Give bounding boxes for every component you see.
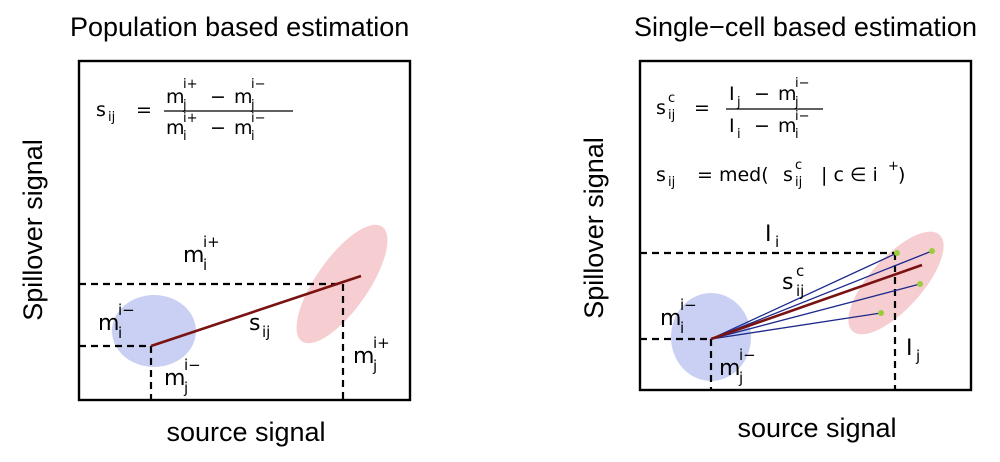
right-single-cell-points bbox=[878, 248, 935, 316]
svg-text:c: c bbox=[668, 91, 675, 106]
left-x-axis-label: source signal bbox=[166, 417, 325, 447]
right-label-m-i-neg: m i− i bbox=[660, 296, 697, 337]
svg-text:j: j bbox=[794, 95, 799, 110]
left-label-m-i-pos: m i+ i bbox=[183, 233, 220, 274]
right-negative-population bbox=[671, 293, 751, 381]
right-plot-frame bbox=[638, 59, 973, 392]
svg-text:ij: ij bbox=[796, 282, 804, 300]
svg-text:ij: ij bbox=[668, 108, 675, 123]
svg-text:+: + bbox=[888, 159, 899, 174]
svg-text:s: s bbox=[249, 311, 260, 336]
svg-text:| c ∈ i: | c ∈ i bbox=[821, 164, 878, 186]
svg-text:j: j bbox=[915, 347, 920, 365]
svg-text:=: = bbox=[136, 99, 152, 121]
svg-text:i−: i− bbox=[184, 356, 201, 374]
svg-text:i−: i− bbox=[795, 109, 810, 124]
left-panel-title: Population based estimation bbox=[70, 12, 409, 42]
svg-text:m: m bbox=[234, 117, 253, 139]
right-label-s-c: s c ij bbox=[782, 262, 804, 300]
svg-text:i: i bbox=[680, 319, 684, 337]
svg-text:i−: i− bbox=[739, 346, 756, 364]
svg-text:s: s bbox=[783, 164, 793, 186]
svg-text:= med(: = med( bbox=[697, 164, 769, 186]
svg-text:i−: i− bbox=[251, 77, 266, 92]
right-y-axis-label: Spillover signal bbox=[579, 137, 609, 319]
svg-text:ij: ij bbox=[795, 175, 802, 190]
svg-text:m: m bbox=[166, 117, 185, 139]
right-x-axis-label: source signal bbox=[737, 413, 896, 443]
svg-text:m: m bbox=[183, 243, 204, 268]
svg-text:s: s bbox=[96, 99, 106, 121]
svg-text:i−: i− bbox=[680, 296, 697, 314]
svg-text:i+: i+ bbox=[373, 334, 390, 352]
svg-text:j: j bbox=[250, 98, 255, 113]
svg-text:−: − bbox=[754, 83, 770, 105]
svg-text:s: s bbox=[656, 164, 666, 186]
svg-text:ij: ij bbox=[668, 175, 675, 190]
svg-text:I: I bbox=[729, 115, 735, 137]
svg-text:i: i bbox=[183, 129, 187, 144]
svg-text:I: I bbox=[906, 336, 913, 361]
svg-text:i+: i+ bbox=[183, 111, 198, 126]
svg-text:m: m bbox=[660, 306, 681, 331]
left-label-m-j-pos: m i+ j bbox=[353, 334, 390, 375]
svg-text:i: i bbox=[775, 233, 779, 251]
right-panel-title: Single−cell based estimation bbox=[634, 12, 977, 42]
svg-text:j: j bbox=[183, 379, 188, 397]
svg-text:m: m bbox=[778, 83, 797, 105]
svg-text:i+: i+ bbox=[203, 233, 220, 251]
left-spillover-estimate-line bbox=[150, 274, 362, 348]
right-median-estimate-line bbox=[710, 263, 923, 341]
svg-text:m: m bbox=[778, 115, 797, 137]
svg-text:i−: i− bbox=[795, 76, 810, 91]
left-negative-population bbox=[112, 295, 196, 367]
svg-text:−: − bbox=[210, 86, 226, 108]
svg-text:m: m bbox=[234, 86, 253, 108]
svg-text:m: m bbox=[164, 366, 185, 391]
svg-text:i: i bbox=[251, 129, 255, 144]
svg-text:i: i bbox=[795, 127, 799, 142]
svg-text:j: j bbox=[372, 357, 377, 375]
svg-text:−: − bbox=[754, 115, 770, 137]
svg-text:I: I bbox=[765, 222, 772, 247]
right-formula-single-cell: s c ij = I j − m i− j I i − m i− i bbox=[656, 76, 823, 142]
left-y-axis-label: Spillover signal bbox=[18, 139, 48, 321]
svg-text:ij: ij bbox=[108, 110, 115, 125]
left-label-m-j-neg: m i− j bbox=[164, 356, 201, 397]
svg-text:I: I bbox=[729, 83, 735, 105]
left-label-s-ij: s ij bbox=[249, 311, 270, 341]
svg-text:i: i bbox=[118, 324, 122, 342]
svg-text:m: m bbox=[166, 86, 185, 108]
svg-text:−: − bbox=[210, 117, 226, 139]
right-label-I-i: I i bbox=[765, 222, 779, 251]
svg-text:s: s bbox=[782, 270, 793, 295]
right-label-m-j-neg: m i− j bbox=[719, 346, 756, 387]
svg-text:i−: i− bbox=[251, 111, 266, 126]
svg-text:c: c bbox=[796, 262, 804, 280]
svg-text:i: i bbox=[737, 127, 741, 142]
svg-text:c: c bbox=[795, 158, 802, 173]
right-formula-median: s ij = med( s c ij | c ∈ i + ) bbox=[656, 158, 905, 190]
svg-text:j: j bbox=[738, 369, 743, 387]
left-plot-frame bbox=[77, 59, 412, 402]
svg-text:j: j bbox=[736, 95, 741, 110]
svg-text:): ) bbox=[898, 164, 905, 186]
left-label-m-i-neg: m i− i bbox=[98, 301, 135, 342]
right-single-cell-lines bbox=[710, 250, 933, 340]
svg-text:=: = bbox=[694, 97, 710, 119]
svg-text:j: j bbox=[182, 98, 187, 113]
svg-text:i+: i+ bbox=[183, 77, 198, 92]
right-label-I-j: I j bbox=[906, 336, 920, 365]
svg-text:i−: i− bbox=[118, 301, 135, 319]
svg-text:i: i bbox=[203, 256, 207, 274]
left-formula: s ij = m i+ j − m i− j m i+ i − m i− i bbox=[96, 77, 293, 144]
svg-text:m: m bbox=[719, 356, 740, 381]
svg-text:ij: ij bbox=[262, 323, 270, 341]
svg-text:s: s bbox=[656, 97, 666, 119]
svg-text:m: m bbox=[353, 344, 374, 369]
svg-text:m: m bbox=[98, 311, 119, 336]
